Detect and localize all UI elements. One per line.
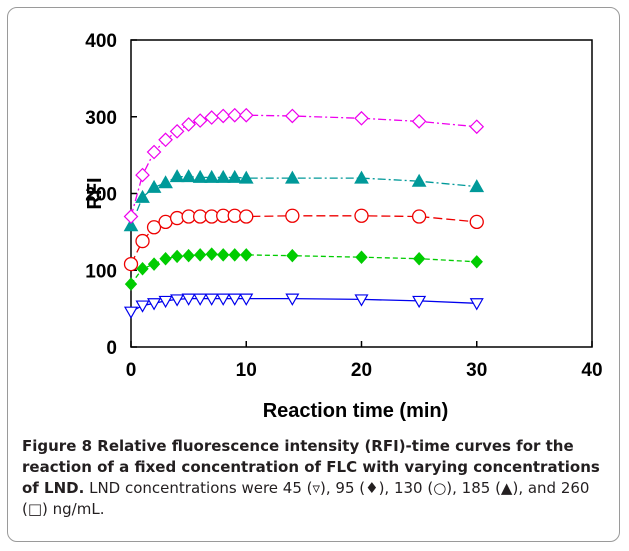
data-point bbox=[170, 294, 185, 307]
data-point bbox=[240, 248, 253, 262]
data-point bbox=[239, 209, 254, 224]
data-point bbox=[123, 209, 139, 224]
data-point bbox=[147, 298, 162, 311]
x-tick-label: 0 bbox=[126, 360, 137, 381]
data-point bbox=[412, 295, 427, 309]
data-point bbox=[182, 248, 195, 263]
data-point bbox=[136, 261, 149, 276]
data-point bbox=[411, 173, 427, 187]
data-point bbox=[227, 169, 243, 183]
data-point bbox=[181, 117, 196, 132]
data-point bbox=[239, 293, 254, 306]
figure-caption: Figure 8 Relative fluorescence intensity… bbox=[22, 436, 607, 520]
figure-frame bbox=[7, 7, 620, 542]
data-point bbox=[192, 169, 208, 183]
data-point bbox=[169, 169, 185, 183]
data-point bbox=[193, 293, 208, 306]
data-point bbox=[412, 251, 426, 266]
y-tick-label: 400 bbox=[85, 31, 117, 52]
data-point bbox=[158, 295, 173, 309]
data-point bbox=[123, 218, 139, 232]
data-point bbox=[238, 170, 254, 184]
data-point bbox=[135, 167, 150, 183]
data-point bbox=[135, 189, 150, 203]
data-point bbox=[204, 293, 219, 306]
data-point bbox=[170, 249, 184, 264]
x-tick-label: 10 bbox=[236, 360, 257, 381]
chart-labels: RFI Reaction time (min) bbox=[84, 177, 448, 422]
data-point bbox=[216, 293, 231, 306]
data-point bbox=[192, 113, 208, 128]
data-point bbox=[135, 233, 150, 249]
data-point bbox=[411, 114, 427, 129]
data-point bbox=[228, 248, 241, 262]
data-point bbox=[238, 107, 254, 123]
x-axis-title: Reaction time (min) bbox=[263, 400, 449, 422]
chart-axes: 0 100 200 300 400 0 10 20 30 40 bbox=[85, 31, 602, 381]
series-line bbox=[130, 297, 477, 313]
data-point bbox=[146, 144, 162, 160]
data-point bbox=[217, 248, 230, 262]
data-point bbox=[285, 293, 300, 306]
data-point bbox=[354, 170, 369, 184]
data-point bbox=[193, 248, 207, 262]
data-point bbox=[469, 214, 484, 230]
chart-series-layer bbox=[123, 107, 485, 319]
figure-title: Relative fluorescence intensity (RFI)-ti… bbox=[22, 437, 600, 497]
y-tick-label: 100 bbox=[85, 261, 117, 282]
series-4 bbox=[123, 169, 485, 232]
data-point bbox=[181, 169, 196, 183]
data-point bbox=[146, 179, 162, 193]
data-point bbox=[354, 294, 369, 307]
series-1 bbox=[123, 293, 484, 319]
data-point bbox=[181, 293, 196, 306]
data-point bbox=[411, 209, 427, 224]
y-tick-label: 300 bbox=[85, 108, 117, 129]
data-point bbox=[159, 251, 172, 266]
series-line bbox=[130, 175, 477, 226]
series-3 bbox=[123, 208, 484, 272]
data-point bbox=[286, 248, 299, 263]
data-point bbox=[227, 293, 242, 306]
series-2 bbox=[124, 247, 483, 291]
data-point bbox=[205, 247, 218, 261]
x-tick-label: 40 bbox=[581, 360, 602, 381]
figure-description: LND concentrations were 45 (▿), 95 (♦), … bbox=[22, 479, 590, 518]
figure-label: Figure 8 bbox=[22, 437, 93, 455]
x-tick-label: 20 bbox=[351, 360, 372, 381]
data-point bbox=[169, 123, 185, 139]
y-axis-title: RFI bbox=[84, 177, 106, 209]
data-point bbox=[355, 250, 368, 264]
data-point bbox=[469, 179, 485, 193]
y-tick-label: 200 bbox=[85, 185, 117, 206]
y-tick-label: 0 bbox=[106, 338, 117, 359]
data-point bbox=[123, 306, 139, 319]
data-point bbox=[215, 108, 231, 124]
data-point bbox=[469, 298, 484, 311]
data-point bbox=[354, 110, 369, 126]
data-point bbox=[215, 169, 231, 183]
x-tick-label: 30 bbox=[466, 360, 487, 381]
data-point bbox=[135, 300, 150, 313]
data-point bbox=[204, 110, 220, 125]
series-5 bbox=[123, 107, 485, 224]
data-point bbox=[146, 220, 162, 235]
data-point bbox=[158, 175, 173, 189]
data-point bbox=[204, 169, 220, 183]
data-point bbox=[124, 277, 138, 291]
data-point bbox=[285, 108, 300, 124]
data-point bbox=[158, 132, 173, 148]
data-point bbox=[227, 107, 243, 123]
data-point bbox=[285, 208, 300, 223]
data-point bbox=[469, 119, 485, 135]
chart: 0 100 200 300 400 0 10 20 30 40 RFI Reaction time… bbox=[84, 31, 603, 422]
data-point bbox=[354, 208, 369, 223]
data-point bbox=[147, 257, 161, 271]
data-point bbox=[123, 256, 139, 272]
data-point bbox=[284, 170, 300, 184]
data-point bbox=[470, 255, 483, 269]
